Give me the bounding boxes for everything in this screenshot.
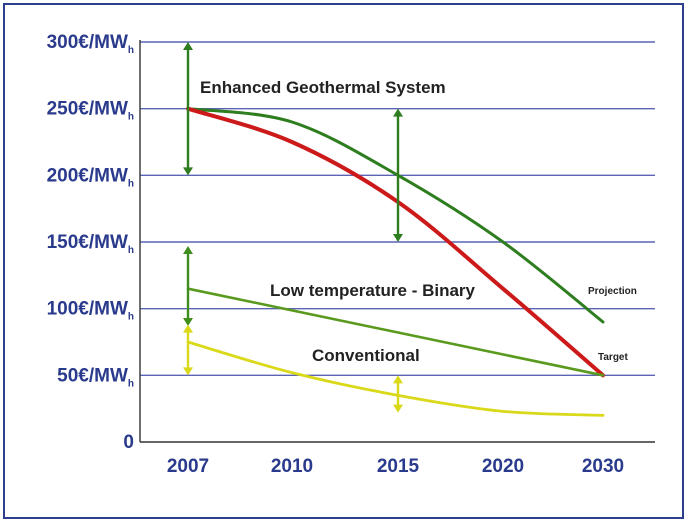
annotation-target: Target [598, 352, 628, 363]
range-head-bottom [393, 234, 403, 242]
range-arrow-egs_range [183, 42, 193, 176]
annotation-egs: Enhanced Geothermal System [200, 78, 446, 97]
y-tick-label-200: 200€/MWh [47, 165, 134, 189]
y-tick-label-250: 250€/MWh [47, 99, 134, 123]
annotation-low_temp: Low temperature - Binary [270, 281, 476, 300]
range-head-top [183, 324, 193, 333]
range-arrow-conv_range_2015 [393, 375, 403, 413]
x-tick-label-2015: 2015 [377, 456, 420, 477]
y-tick-label-0: 0 [123, 432, 134, 453]
range-head-top [183, 42, 193, 50]
x-tick-label-2010: 2010 [271, 456, 313, 477]
annotation-projection: Projection [588, 286, 637, 297]
range-head-bottom [393, 404, 403, 413]
range-head-bottom [183, 167, 193, 176]
range-head-bottom [183, 318, 193, 326]
range-head-top [393, 375, 403, 384]
y-tick-label-150: 150€/MWh [47, 232, 134, 256]
range-arrow-conv_range [183, 324, 193, 376]
range-head-top [393, 108, 403, 117]
y-tick-label-100: 100€/MWh [47, 299, 134, 323]
range-head-bottom [183, 367, 193, 376]
range-head-top [183, 246, 193, 254]
series-line-low_temp_binary [186, 287, 605, 377]
x-tick-label-2030: 2030 [582, 456, 624, 477]
range-arrow-egs_range_2015 [393, 108, 403, 242]
x-tick-label-2020: 2020 [482, 456, 524, 477]
y-tick-label-300: 300€/MWh [47, 32, 134, 56]
chart-frame [3, 3, 684, 519]
annotation-conventional: Conventional [312, 346, 420, 365]
y-tick-label-50: 50€/MWh [57, 365, 134, 389]
x-tick-label-2007: 2007 [167, 456, 209, 477]
range-arrow-lowtemp_range [183, 246, 193, 326]
